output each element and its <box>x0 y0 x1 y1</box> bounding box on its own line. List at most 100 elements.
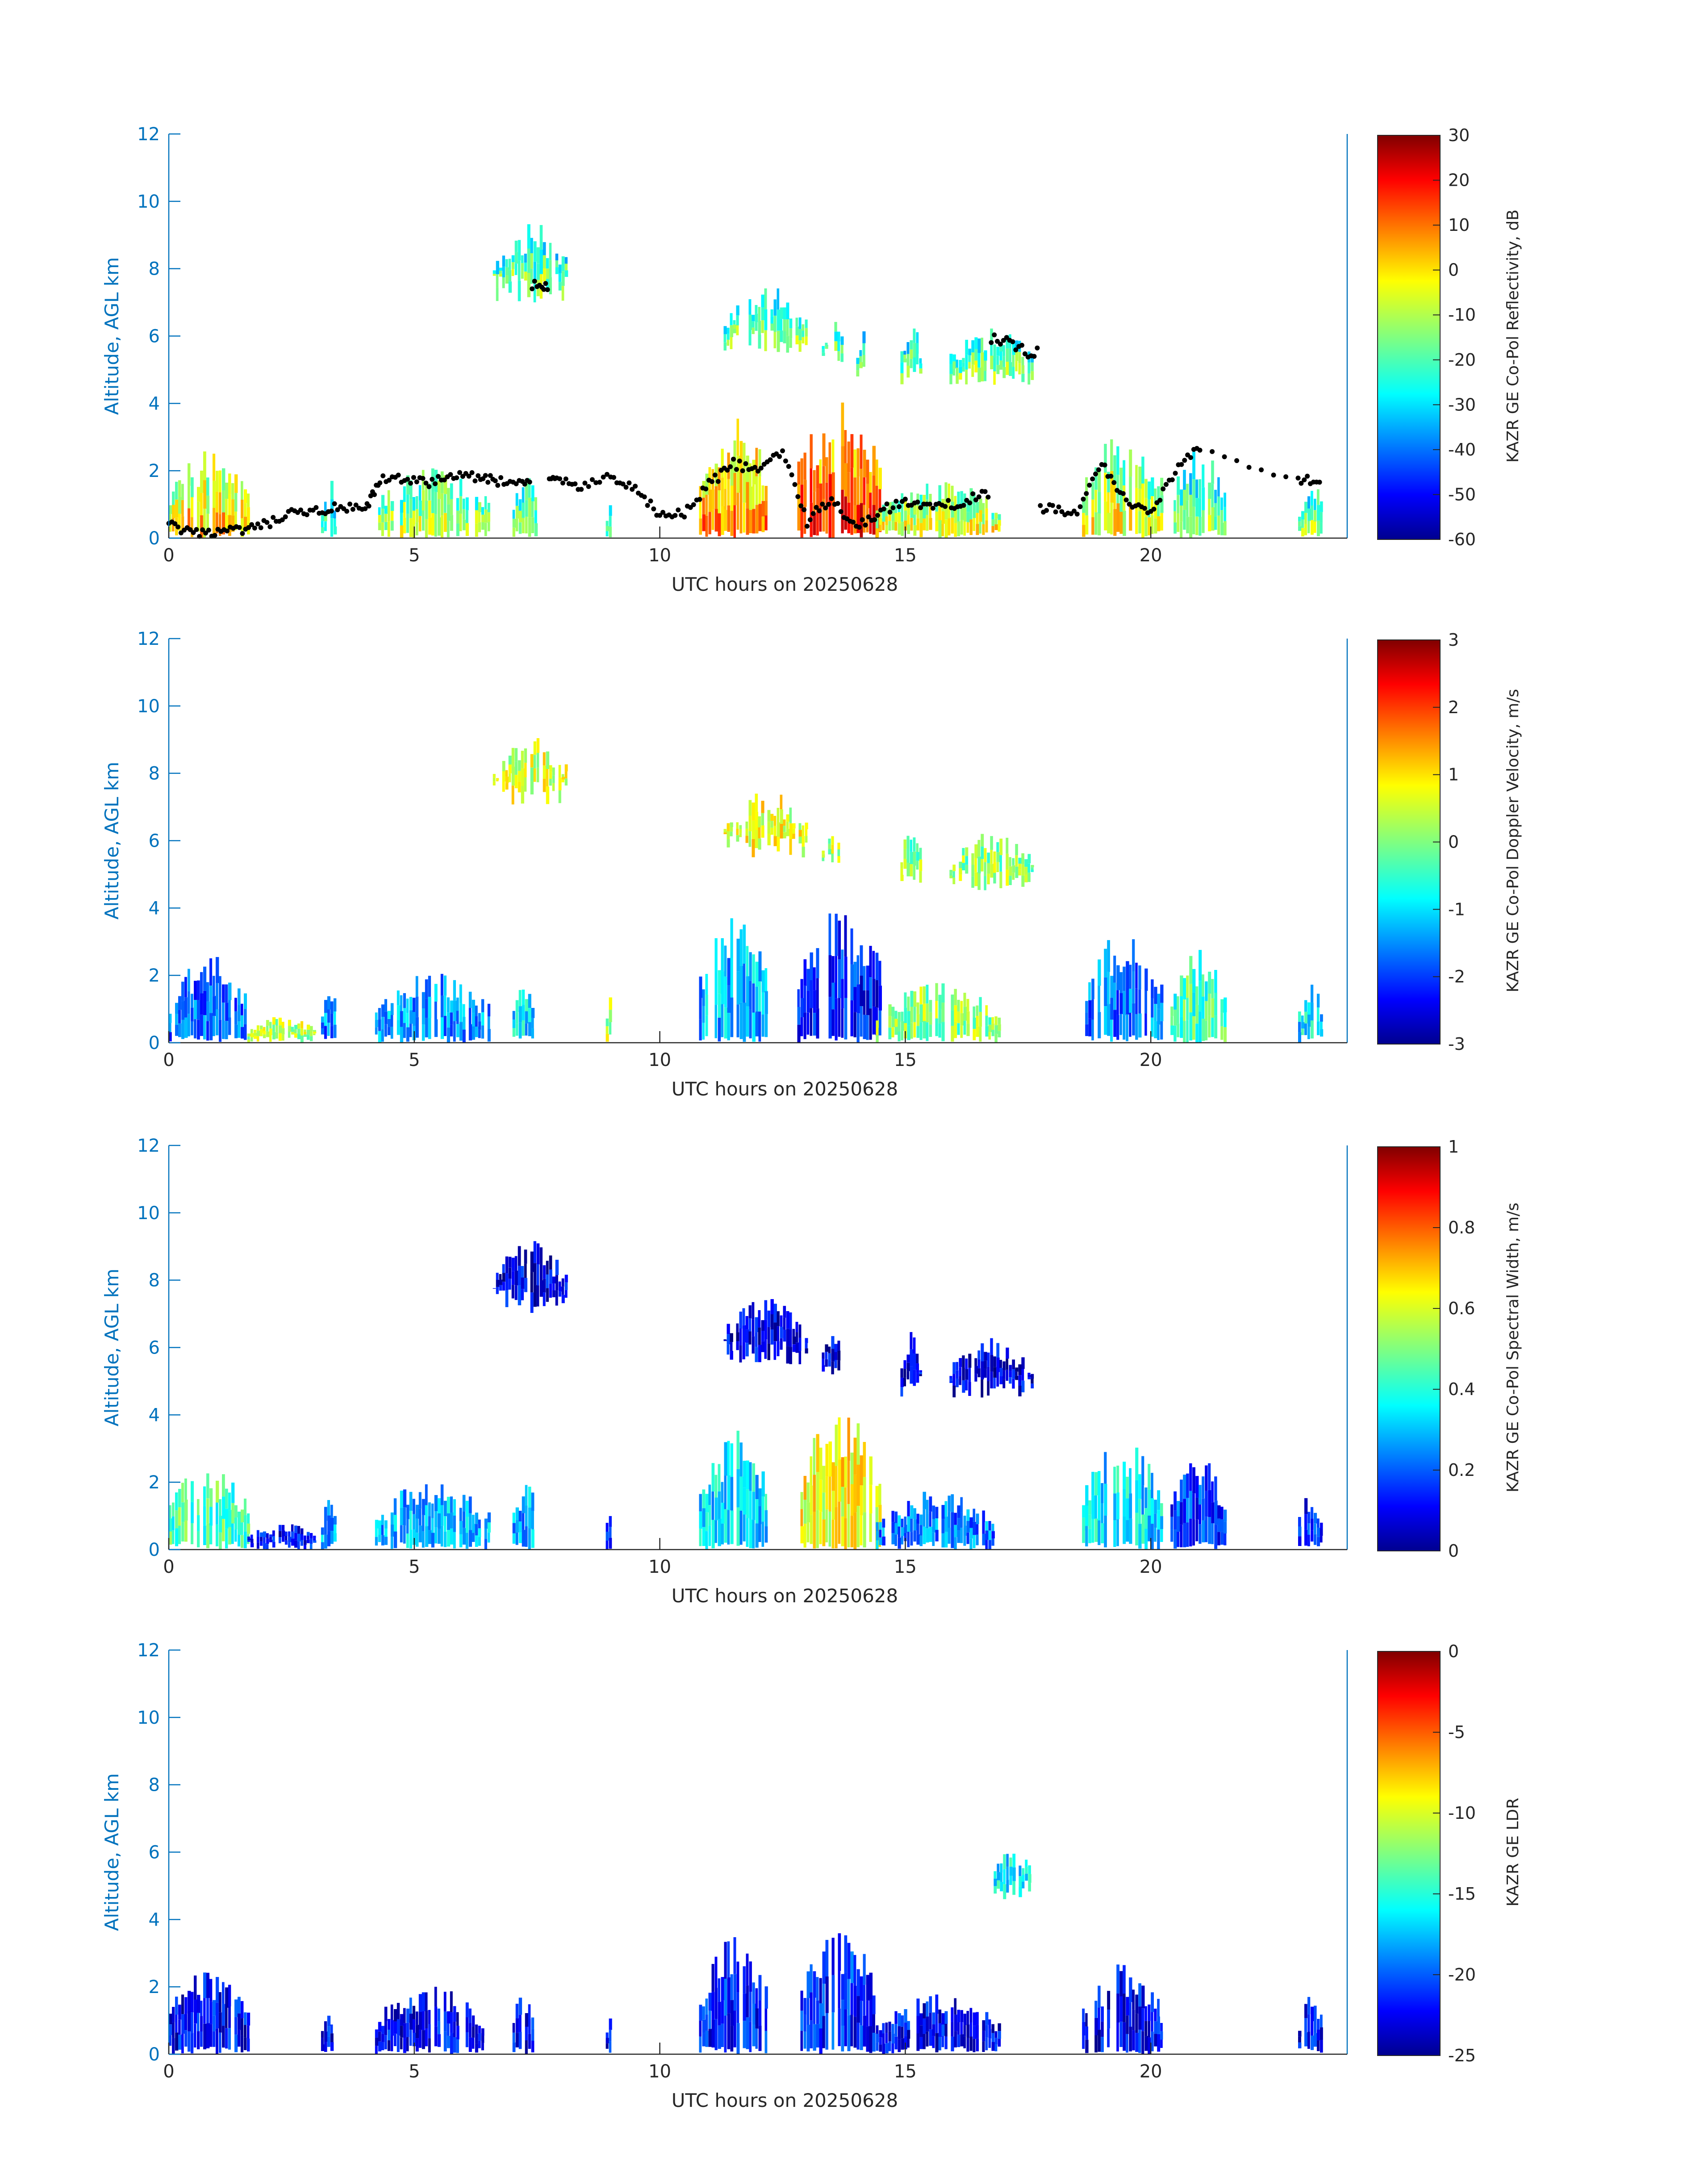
echo-strand <box>991 1023 994 1030</box>
echo-strand <box>755 476 758 505</box>
echo-strand <box>1180 1502 1183 1525</box>
echo-strand <box>309 1036 313 1041</box>
echo-strand <box>749 2022 752 2052</box>
echo-strand <box>885 2022 888 2033</box>
echo-strand <box>910 359 913 368</box>
echo-strand <box>984 1369 987 1378</box>
echo-strand <box>1113 1010 1117 1037</box>
echo-strand <box>1183 1499 1186 1523</box>
echo-strand <box>816 489 819 512</box>
echo-strand <box>250 1037 253 1042</box>
echo-strand <box>1098 1985 1101 2008</box>
echo-strand <box>288 1531 291 1537</box>
echo-strand <box>505 770 508 777</box>
echo-strand <box>724 2015 727 2053</box>
colorbar-gradient <box>1377 639 1441 1045</box>
echo-strand <box>816 2024 819 2047</box>
echo-strand <box>1025 1859 1028 1867</box>
echo-strand <box>534 510 537 523</box>
echo-strand <box>1141 1485 1144 1515</box>
echo-strand <box>478 2026 481 2034</box>
echo-strand <box>609 997 612 1010</box>
echo-strand <box>879 2044 882 2052</box>
echo-strand <box>730 997 734 1037</box>
echo-strand <box>724 1942 727 1979</box>
echo-strand <box>1144 990 1147 1013</box>
echo-strand <box>1021 1369 1024 1381</box>
echo-strand <box>767 822 771 834</box>
echo-strand <box>188 508 191 531</box>
echo-strand <box>746 482 749 509</box>
echo-strand <box>802 836 805 847</box>
echo-strand <box>415 2038 419 2052</box>
echo-strand <box>525 2040 528 2054</box>
cloud-base-point <box>1120 491 1126 496</box>
echo-strand <box>875 953 879 980</box>
echo-strand <box>822 850 825 854</box>
echo-strand <box>409 1997 412 2014</box>
cloud-base-point <box>728 464 733 469</box>
echo-strand <box>727 831 730 840</box>
echo-strand <box>1123 2022 1126 2051</box>
cloud-base-point <box>976 494 981 500</box>
echo-strand <box>456 2039 459 2053</box>
echo-strand <box>957 1011 960 1024</box>
echo-strand <box>561 777 565 780</box>
echo-strand <box>859 350 862 356</box>
echo-strand <box>197 516 200 532</box>
echo-strand <box>969 2036 973 2051</box>
echo-strand <box>1177 996 1179 1010</box>
echo-strand <box>549 277 552 294</box>
echo-region <box>1298 489 1323 537</box>
echo-strand <box>831 1009 835 1036</box>
echo-strand <box>496 261 499 275</box>
echo-strand <box>422 2030 425 2049</box>
echo-strand <box>561 1287 564 1295</box>
echo-strand <box>496 780 499 781</box>
cloud-base-point <box>493 478 498 484</box>
echo-strand <box>1177 1010 1179 1024</box>
echo-strand <box>406 1013 409 1028</box>
echo-strand <box>462 1004 465 1017</box>
echo-strand <box>714 486 718 509</box>
echo-strand <box>853 1012 856 1037</box>
echo-strand <box>822 1358 825 1366</box>
echo-strand <box>1018 352 1021 364</box>
echo-strand <box>733 1974 737 2011</box>
echo-strand <box>901 1518 904 1528</box>
echo-strand <box>944 1501 948 1517</box>
echo-strand <box>783 319 786 331</box>
echo-strand <box>755 1347 758 1362</box>
echo-strand <box>1107 2028 1110 2047</box>
echo-strand <box>1138 1474 1141 1499</box>
echo-strand <box>761 307 764 321</box>
echo-strand <box>1314 1523 1316 1534</box>
echo-strand <box>536 1243 540 1265</box>
echo-strand <box>994 1016 998 1025</box>
echo-strand <box>1311 2006 1314 2021</box>
echo-strand <box>197 1499 200 1515</box>
echo-strand <box>805 336 808 345</box>
cloud-base-point <box>264 520 270 525</box>
echo-strand <box>1113 1520 1116 1547</box>
echo-strand <box>188 991 190 1014</box>
echo-strand <box>1101 2006 1104 2022</box>
echo-strand <box>505 777 509 783</box>
echo-strand <box>219 1020 221 1042</box>
echo-strand <box>330 2033 334 2042</box>
colorbar-tick-label: 10 <box>1448 215 1470 235</box>
echo-strand <box>898 2039 901 2052</box>
cloud-base-point <box>498 475 504 480</box>
echo-strand <box>770 821 773 828</box>
cloud-base-points <box>166 279 1322 539</box>
echo-strand <box>988 1521 991 1531</box>
echo-strand <box>954 2014 957 2031</box>
echo-strand <box>718 2025 721 2049</box>
echo-strand <box>1082 1517 1086 1530</box>
echo-strand <box>443 1992 447 2012</box>
echo-region <box>1298 985 1324 1043</box>
echo-strand <box>247 1033 251 1036</box>
echo-strand <box>191 2012 193 2033</box>
echo-strand <box>425 999 428 1018</box>
echo-strand <box>428 1502 431 1517</box>
